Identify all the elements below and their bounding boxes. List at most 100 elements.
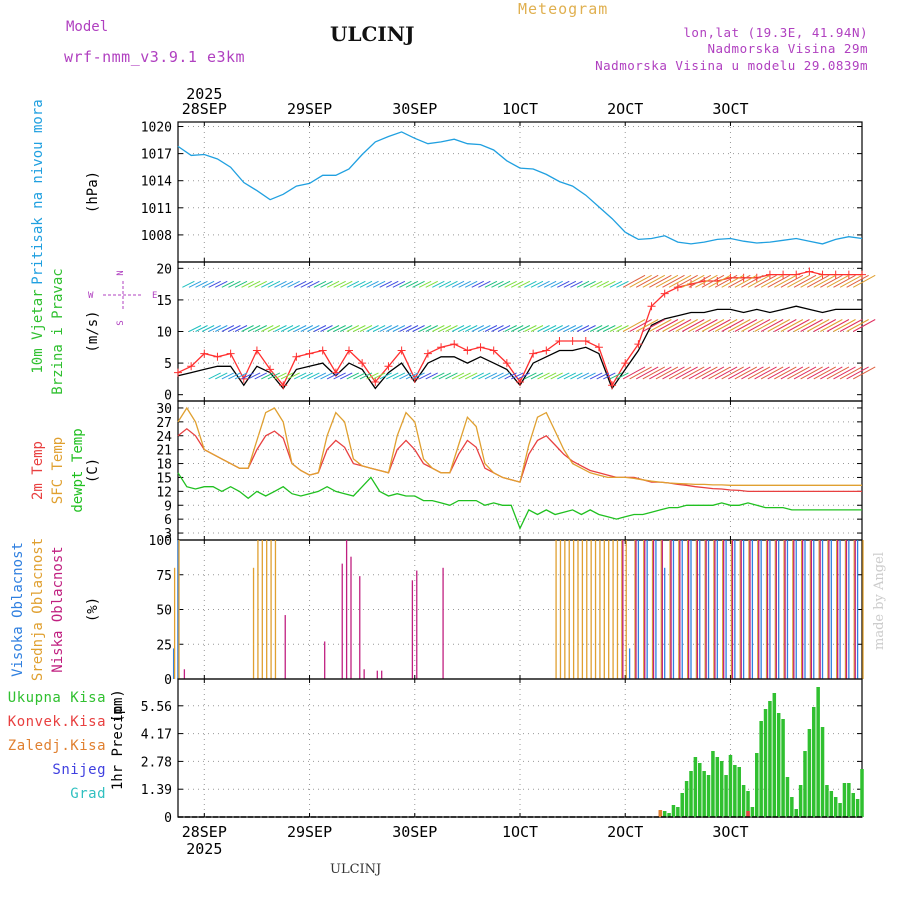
wind-barb: [280, 280, 294, 288]
wind-barb: [635, 274, 659, 288]
wind-barb: [576, 325, 590, 332]
date-label-bottom: 2OCT: [607, 823, 643, 841]
panel-unit-temperature: (C): [85, 458, 101, 483]
wind-barb: [695, 366, 718, 380]
wind-barb: [274, 325, 287, 332]
gust-marker: [213, 352, 222, 361]
ytick-label-temperature: 6: [164, 513, 172, 528]
gust-marker: [516, 378, 524, 387]
precip-bar: [719, 761, 724, 817]
precip-bar: [763, 709, 768, 817]
wind-barb: [386, 280, 399, 288]
wind-barb: [254, 280, 267, 288]
wind-barb: [307, 280, 320, 288]
wind-barb: [708, 319, 731, 332]
wind-barb: [425, 325, 438, 332]
wind-barb: [287, 372, 300, 380]
wind-barb: [721, 319, 744, 332]
wind-barb: [642, 366, 666, 380]
precip-bar: [855, 799, 860, 817]
wind-barb: [800, 319, 823, 332]
panel-unit-pressure: (hPa): [85, 171, 101, 213]
wind-barb: [813, 274, 837, 288]
wind-barb: [287, 325, 300, 332]
wind-barb: [806, 319, 830, 332]
wind-barb: [405, 372, 419, 380]
wind-barb: [366, 325, 379, 332]
precip-bar: [785, 777, 790, 817]
wind-barb: [346, 280, 360, 288]
wind-barb: [701, 366, 725, 380]
wind-barb: [300, 280, 313, 288]
gust-marker: [779, 270, 788, 279]
wind-barb: [688, 366, 712, 380]
precip-bar: [790, 797, 794, 817]
wind-barb: [681, 274, 705, 288]
wind-barb: [425, 280, 438, 288]
gust-marker: [529, 349, 538, 358]
wind-barb: [813, 366, 837, 380]
panel-label-wind: 10m Vjetar: [30, 289, 46, 373]
wind-barb: [543, 280, 557, 288]
wind-barb: [478, 325, 491, 332]
wind-barb: [793, 366, 817, 380]
ytick-label-pressure: 1008: [141, 229, 172, 244]
wind-barb: [307, 325, 320, 332]
wind-barb: [524, 325, 537, 332]
ytick-label-wind: 5: [164, 357, 172, 372]
wind-barb: [274, 372, 287, 380]
wind-barb: [517, 325, 531, 332]
wind-barb: [543, 325, 557, 332]
wind-barb: [655, 366, 679, 380]
wind-barb: [649, 274, 672, 288]
precip-bar: [807, 729, 812, 817]
gust-marker: [502, 359, 511, 368]
wind-barb: [629, 366, 652, 380]
ytick-label-clouds: 100: [149, 534, 172, 549]
gust-marker: [174, 368, 182, 377]
wind-barb: [826, 274, 850, 288]
ytick-label-wind: 15: [156, 294, 172, 309]
wind-barb: [570, 280, 583, 288]
wind-barb: [458, 325, 471, 332]
wind-barb: [418, 372, 432, 380]
date-label-top: 3OCT: [712, 100, 748, 118]
wind-barb: [846, 319, 869, 332]
wind-barb: [741, 274, 764, 288]
wind-barb: [609, 280, 623, 288]
wind-barb: [208, 325, 221, 332]
wind-barb: [688, 274, 712, 288]
wind-barb: [313, 372, 327, 380]
precip-bar: [662, 811, 667, 817]
gust-marker: [805, 267, 814, 276]
precip-bar: [689, 771, 693, 817]
wind-barb: [241, 325, 254, 332]
panel-clouds: 0 25 50 75 100 Visoka Oblacnost Srednja Oblacn…: [10, 534, 864, 688]
wind-barb: [787, 319, 810, 332]
wind-barb: [320, 325, 333, 332]
wind-barb: [616, 372, 629, 380]
wind-barb: [445, 325, 458, 332]
gust-marker: [660, 289, 669, 298]
wind-barb: [662, 319, 685, 332]
wind-barb: [504, 372, 517, 380]
wind-barb: [688, 319, 712, 332]
wind-barb: [511, 325, 524, 332]
precip-bar: [698, 763, 702, 817]
precip-bar: [755, 753, 759, 817]
gust-marker: [818, 270, 827, 279]
gust-marker: [844, 270, 853, 279]
precip-bar: [851, 793, 855, 817]
wind-barb: [425, 372, 438, 380]
wind-barb: [280, 325, 294, 332]
date-label-top: 1OCT: [502, 100, 538, 118]
wind-barb: [701, 319, 725, 332]
wind-barb: [714, 319, 738, 332]
wind-barb: [774, 274, 797, 288]
wind-barb: [806, 366, 830, 380]
series-line: [177, 406, 862, 486]
wind-barb: [557, 280, 570, 288]
wind-barb: [432, 325, 445, 332]
meteogram-title: Meteogram: [518, 0, 609, 18]
wind-barb: [497, 372, 511, 380]
